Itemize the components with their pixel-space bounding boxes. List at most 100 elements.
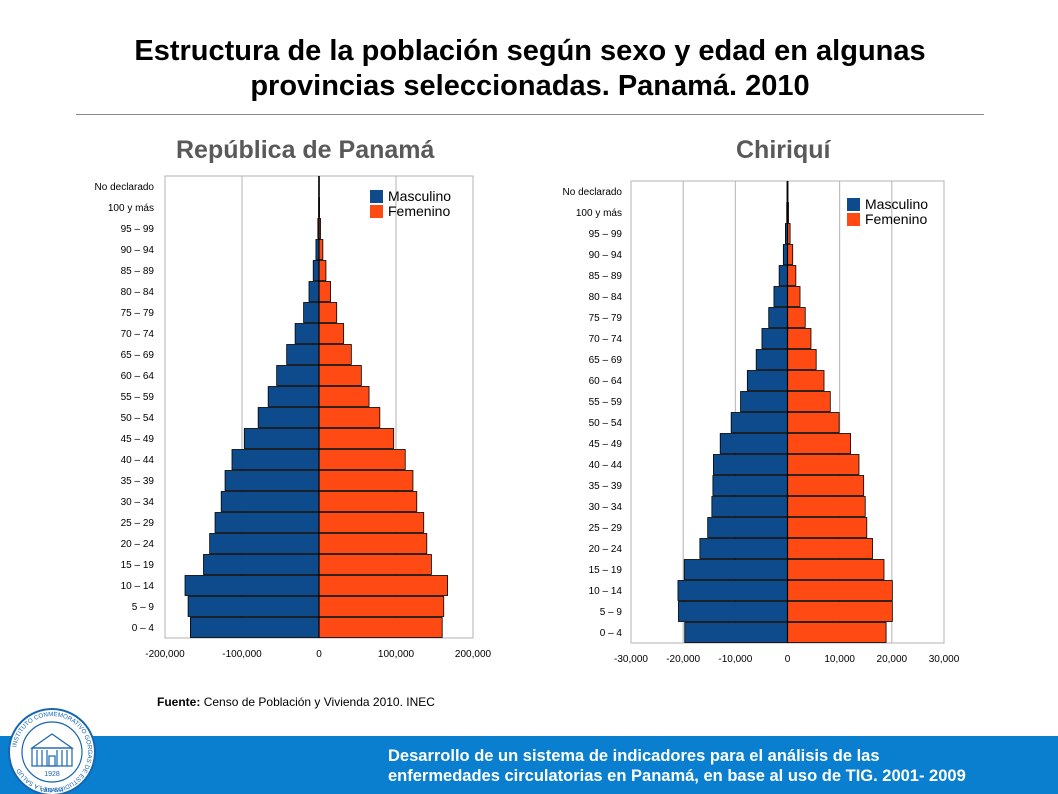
bar-masculino [768,307,788,328]
y-category-label: 100 y más [108,203,154,214]
bar-masculino [684,622,788,643]
y-category-label: 10 – 14 [589,586,623,597]
x-tick-label: -30,000 [614,654,648,665]
x-tick-label: -10,000 [718,654,752,665]
y-category-label: 35 – 39 [589,481,623,492]
y-category-label: 75 – 79 [121,308,155,319]
y-category-label: 30 – 34 [589,502,623,513]
bar-femenino [787,370,825,391]
bar-femenino [787,412,840,433]
y-category-label: 65 – 69 [589,355,623,366]
y-category-label: 75 – 79 [589,313,623,324]
footer-line1: Desarrollo de un sistema de indicadores … [388,747,880,765]
y-category-label: 60 – 64 [121,371,155,382]
chart-title-chiriqui: Chiriquí [736,136,831,164]
x-tick-label: 10,000 [824,654,855,665]
slide-title: Estructura de la población según sexo y … [60,34,1000,104]
y-category-label: 40 – 44 [121,455,155,466]
y-category-label: 25 – 29 [589,523,623,534]
bar-masculino [713,454,788,475]
x-tick-label: 20,000 [877,654,908,665]
legend-entry: Femenino [388,203,450,219]
slide-title-line2: provincias seleccionadas. Panamá. 2010 [250,70,810,102]
bar-masculino [719,433,788,454]
x-tick-label: 0 [316,649,322,660]
bar-masculino [711,496,788,517]
source-text: Censo de Población y Vivienda 2010. INEC [203,695,435,709]
y-category-label: 85 – 89 [121,266,155,277]
bar-femenino [787,601,893,622]
bar-femenino [787,580,893,601]
x-tick-label: -100,000 [222,649,262,660]
bar-masculino [740,391,788,412]
bar-masculino [778,265,788,286]
bar-femenino [787,538,873,559]
legend-swatch [847,213,860,226]
bar-masculino [746,370,788,391]
bar-femenino [787,559,885,580]
footer-band: Desarrollo de un sistema de indicadores … [0,736,1058,794]
bar-masculino [761,328,788,349]
seal-year: 1928 [44,771,60,778]
y-category-label: 45 – 49 [589,439,623,450]
chart-title-panama: República de Panamá [176,136,435,164]
source-label: Fuente: [157,695,201,709]
y-category-label: No declarado [563,187,623,198]
bar-femenino [787,349,817,370]
bar-masculino [712,475,788,496]
y-category-label: 85 – 89 [589,271,623,282]
y-category-label: 80 – 84 [589,292,623,303]
x-tick-label: -200,000 [145,649,185,660]
bar-femenino [787,286,801,307]
bar-femenino [787,496,866,517]
y-category-label: 50 – 54 [121,413,155,424]
y-category-label: 95 – 99 [589,229,623,240]
bar-femenino [787,622,887,643]
bar-masculino [773,286,788,307]
building-icon [30,733,74,767]
y-category-label: 25 – 29 [121,518,155,529]
y-category-label: 70 – 74 [589,334,623,345]
source-note: Fuente: Censo de Población y Vivienda 20… [157,695,435,709]
y-category-label: 35 – 39 [121,476,155,487]
bar-masculino [730,412,788,433]
x-tick-label: -20,000 [666,654,700,665]
x-tick-label: 100,000 [378,649,415,660]
slide-title-line1: Estructura de la población según sexo y … [134,35,926,67]
y-category-label: 100 y más [576,208,622,219]
legend-swatch [370,190,383,203]
bar-masculino [782,244,788,265]
bar-femenino [787,391,831,412]
institute-seal-logo: INSTITUTO CONMEMORATIVO GORGAS DE ESTUDI… [8,708,96,794]
legend-swatch [847,198,860,211]
y-category-label: 45 – 49 [121,434,155,445]
bar-masculino [707,517,788,538]
x-tick-label: 30,000 [929,654,960,665]
y-category-label: 90 – 94 [121,245,155,256]
bar-femenino [787,328,812,349]
bar-masculino [699,538,788,559]
legend-swatch [370,205,383,218]
y-category-label: 65 – 69 [121,350,155,361]
y-category-label: 0 – 4 [600,628,623,639]
bar-femenino [787,454,860,475]
y-category-label: 40 – 44 [589,460,623,471]
bar-femenino [787,244,794,265]
y-category-label: 70 – 74 [121,329,155,340]
y-category-label: 15 – 19 [121,560,155,571]
bar-masculino [755,349,788,370]
bar-femenino [787,517,868,538]
y-category-label: No declarado [95,182,155,193]
y-category-label: 95 – 99 [121,224,155,235]
y-category-label: 0 – 4 [132,623,155,634]
footer-line2: enfermedades circulatorias en Panamá, en… [388,767,966,785]
y-category-label: 20 – 24 [589,544,623,555]
y-category-label: 10 – 14 [121,581,155,592]
bar-masculino [678,601,788,622]
y-category-label: 30 – 34 [121,497,155,508]
bar-femenino [787,265,797,286]
x-tick-label: 200,000 [455,649,492,660]
legend-entry: Masculino [865,196,928,212]
legend-entry: Masculino [388,188,451,204]
